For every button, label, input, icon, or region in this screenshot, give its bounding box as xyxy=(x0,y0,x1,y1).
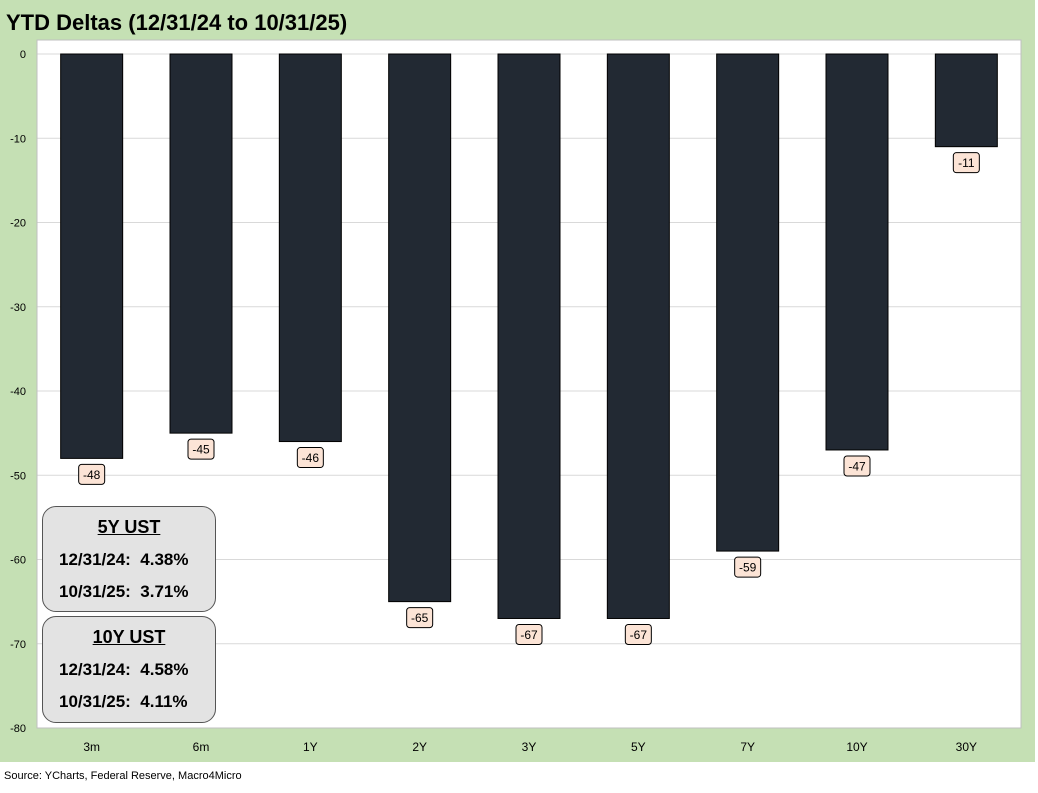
x-tick-label: 1Y xyxy=(303,740,318,754)
bar xyxy=(716,53,780,552)
data-label-box xyxy=(406,607,434,629)
source-note: Source: YCharts, Federal Reserve, Macro4… xyxy=(4,770,242,782)
bar xyxy=(934,53,998,148)
info-box-title: 10Y UST xyxy=(92,627,166,647)
bar xyxy=(388,53,452,603)
x-tick-label: 3m xyxy=(83,740,100,754)
data-label-box xyxy=(843,455,871,477)
data-label-box xyxy=(78,463,106,485)
info-box-row: 10/31/25: 3.71% xyxy=(59,582,189,601)
data-label: -11 xyxy=(958,156,975,170)
data-label-box xyxy=(296,447,324,469)
y-tick-label: -10 xyxy=(10,133,26,145)
plot-border xyxy=(36,39,1022,729)
data-label: -67 xyxy=(520,628,538,642)
bar xyxy=(278,53,342,443)
y-tick-label: -80 xyxy=(10,723,26,735)
info-box-5y-ust: 5Y UST 12/31/24: 4.38% 10/31/25: 3.71% xyxy=(42,506,216,612)
x-tick-label: 2Y xyxy=(412,740,427,754)
y-tick-label: -50 xyxy=(10,470,26,482)
x-tick-label: 6m xyxy=(193,740,210,754)
data-label-box xyxy=(624,623,652,645)
info-box-row: 12/31/24: 4.58% xyxy=(59,660,189,679)
x-tick-label: 3Y xyxy=(522,740,537,754)
data-label: -65 xyxy=(411,611,429,625)
data-label-box xyxy=(734,556,762,578)
chart-title: YTD Deltas (12/31/24 to 10/31/25) xyxy=(6,10,348,35)
data-label: -67 xyxy=(630,628,648,642)
data-label: -47 xyxy=(848,459,866,473)
data-label: -46 xyxy=(302,451,320,465)
data-label: -45 xyxy=(192,443,210,457)
bar xyxy=(60,53,124,459)
y-tick-label: -60 xyxy=(10,555,26,567)
data-label-box xyxy=(515,623,543,645)
title-bar: YTD Deltas (12/31/24 to 10/31/25) xyxy=(0,0,1035,40)
x-tick-label: 10Y xyxy=(846,740,867,754)
data-label: -48 xyxy=(83,468,101,482)
bar xyxy=(169,53,233,434)
y-tick-label: -70 xyxy=(10,639,26,651)
info-box-10y-ust: 10Y UST 12/31/24: 4.58% 10/31/25: 4.11% xyxy=(42,616,216,723)
y-tick-label: 0 xyxy=(20,49,26,61)
y-tick-label: -40 xyxy=(10,386,26,398)
bar xyxy=(497,53,561,619)
info-box-row: 12/31/24: 4.38% xyxy=(59,550,189,569)
x-tick-label: 7Y xyxy=(740,740,755,754)
info-box-title: 5Y UST xyxy=(97,517,161,537)
data-label: -59 xyxy=(739,561,757,575)
info-box-row: 10/31/25: 4.11% xyxy=(59,692,188,711)
data-label-box xyxy=(187,438,215,460)
y-tick-label: -30 xyxy=(10,302,26,314)
bar xyxy=(825,53,889,451)
data-label-box xyxy=(952,152,980,174)
bar xyxy=(606,53,670,619)
x-tick-label: 30Y xyxy=(956,740,977,754)
x-tick-label: 5Y xyxy=(631,740,646,754)
y-tick-label: -20 xyxy=(10,218,26,230)
